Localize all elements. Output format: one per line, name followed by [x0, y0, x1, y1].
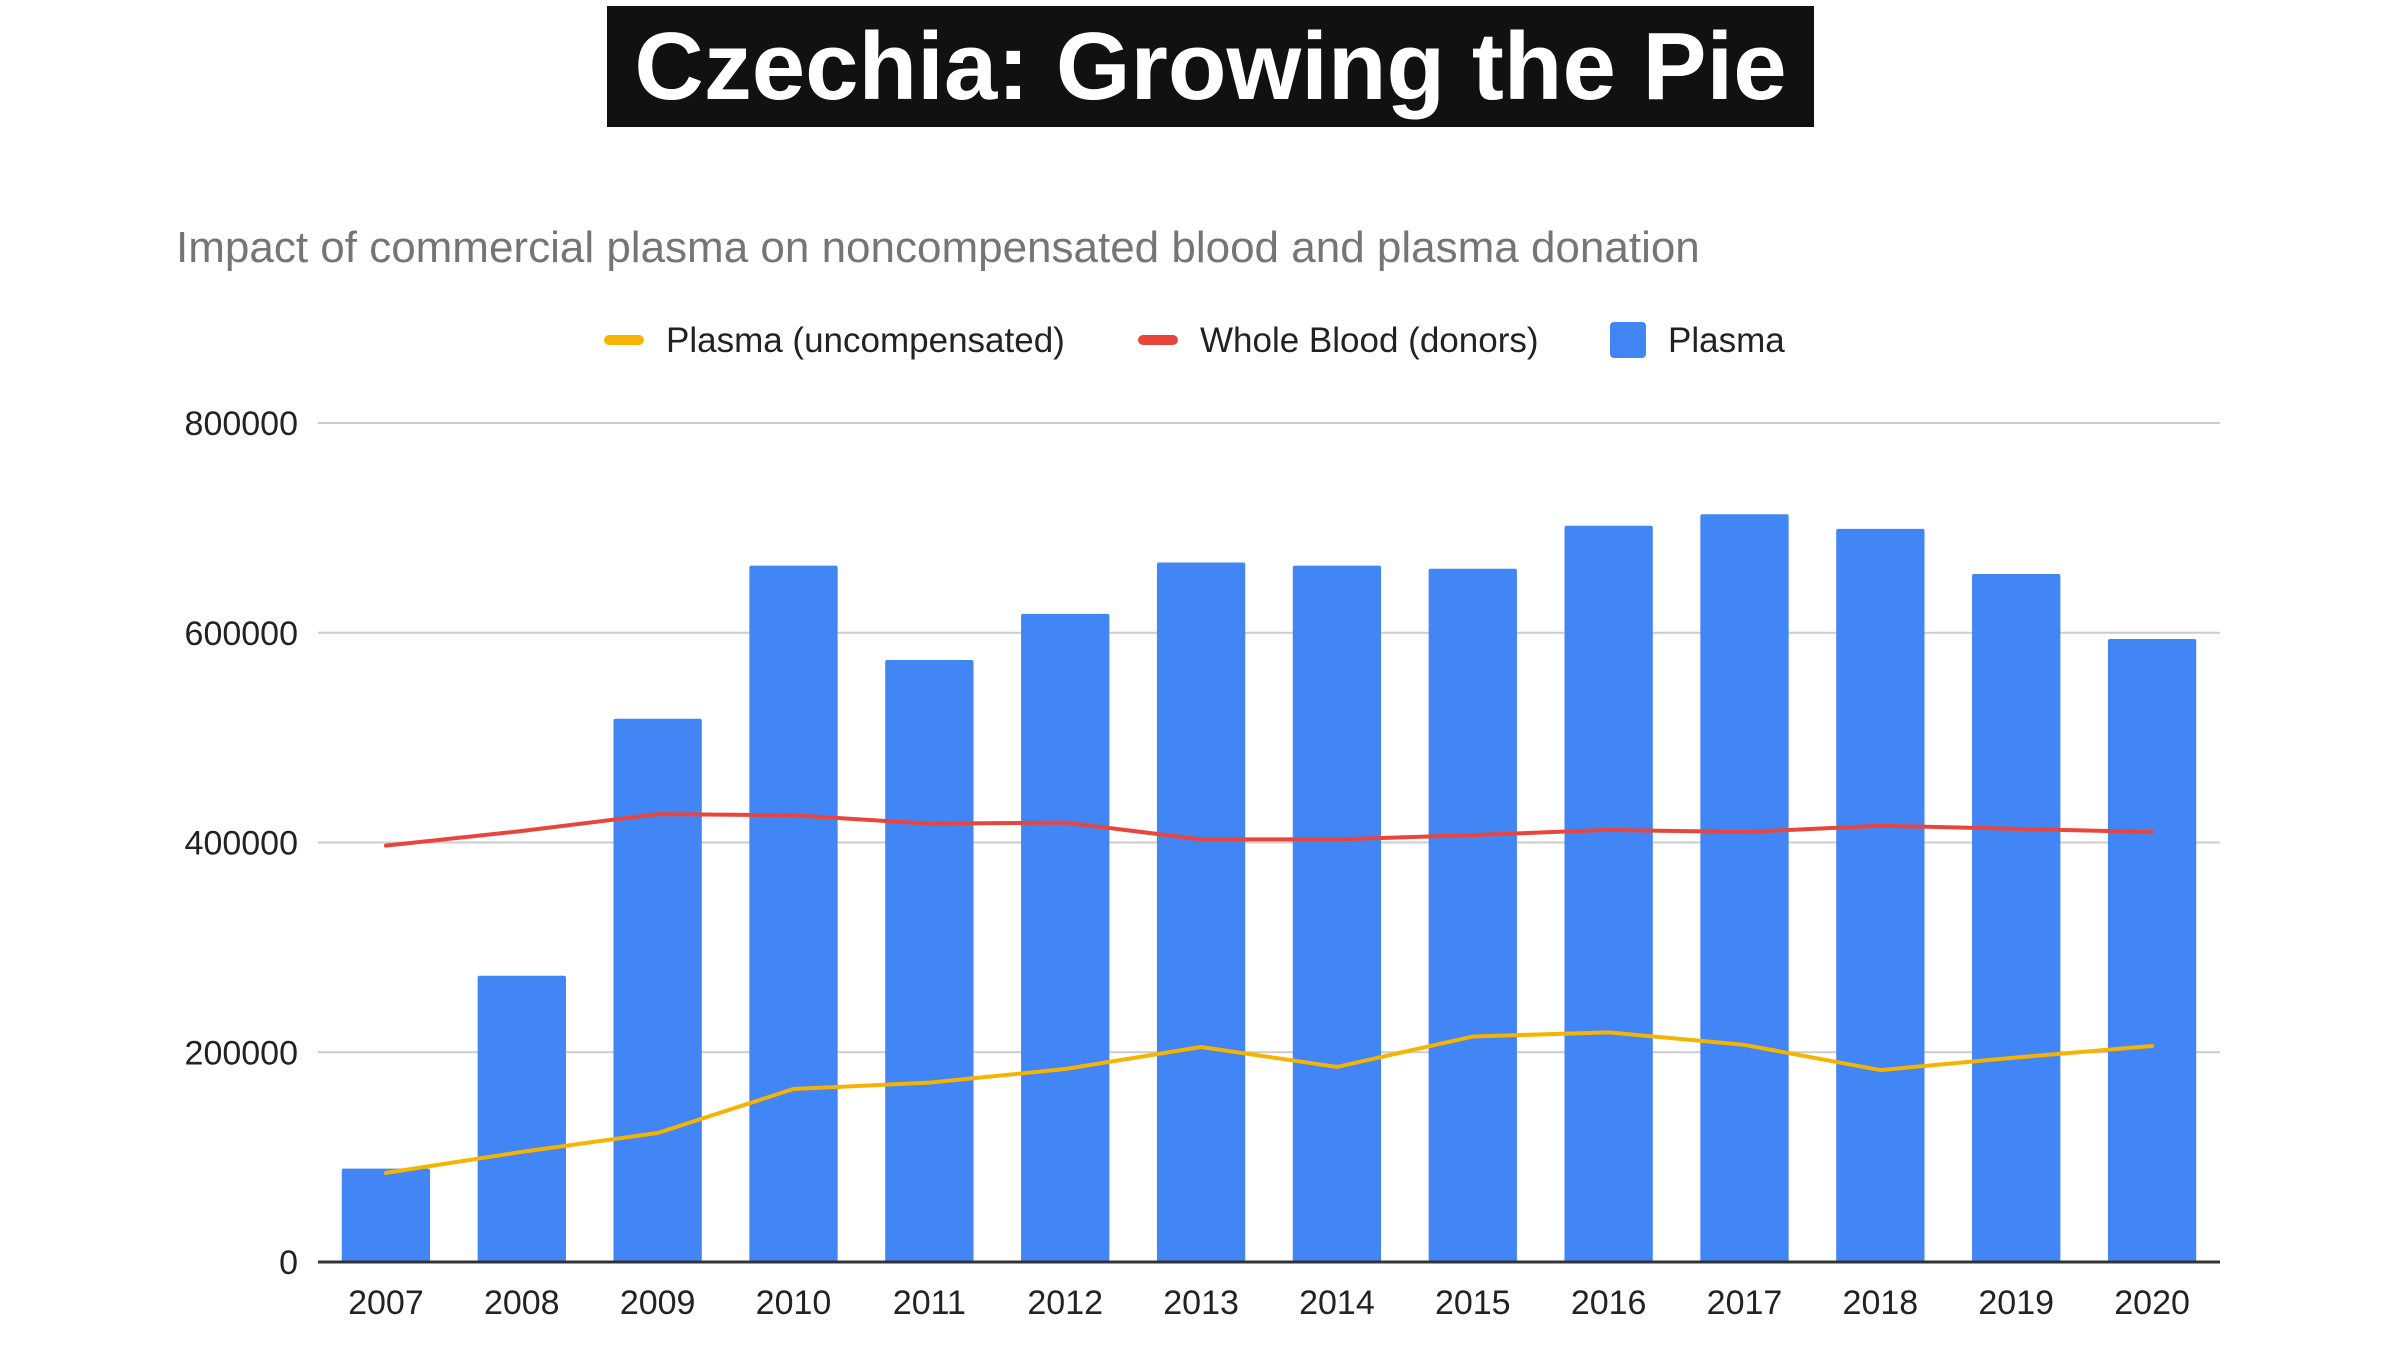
legend-swatch-plasma-uncompensated — [604, 335, 644, 345]
x-tick-label: 2013 — [1163, 1284, 1239, 1322]
bar-2018 — [1836, 528, 1925, 1262]
legend-label: Plasma (uncompensated) — [666, 321, 1065, 360]
bar-2015 — [1428, 568, 1517, 1262]
chart-title: Impact of commercial plasma on noncompen… — [176, 223, 1700, 272]
bar-2008 — [477, 975, 566, 1262]
bar-2019 — [1972, 574, 2061, 1262]
y-tick-label: 400000 — [185, 825, 298, 863]
x-tick-label: 2017 — [1707, 1284, 1783, 1322]
bar-2012 — [1021, 613, 1110, 1262]
x-tick-label: 2015 — [1435, 1284, 1511, 1322]
y-tick-label: 200000 — [185, 1034, 298, 1072]
series-line-plasma-uncompensated — [383, 1030, 2155, 1175]
legend-swatch-plasma — [1610, 322, 1646, 358]
y-axis: 0 200000 400000 600000 800000 — [185, 405, 298, 1282]
x-tick-label: 2010 — [756, 1284, 832, 1322]
chart-gridlines — [318, 422, 2220, 1054]
slide-title: Czechia: Growing the Pie — [634, 12, 1787, 120]
x-tick-label: 2007 — [348, 1284, 424, 1322]
x-axis: 2007 2008 2009 2010 2011 2012 2013 2014 2015 2016… — [318, 1260, 2220, 1322]
bar-2013 — [1156, 562, 1246, 1262]
bar-2007 — [341, 1168, 431, 1262]
x-tick-label: 2014 — [1299, 1284, 1375, 1322]
x-tick-label: 2016 — [1571, 1284, 1647, 1322]
chart-legend: Plasma (uncompensated) Whole Blood (donor… — [604, 321, 1785, 360]
chart-lines — [383, 812, 2155, 1175]
y-tick-label: 600000 — [185, 615, 298, 653]
bar-2020 — [2107, 639, 2197, 1262]
bar-2016 — [1564, 525, 1653, 1262]
chart-bars — [341, 514, 2197, 1262]
x-tick-label: 2011 — [893, 1284, 966, 1322]
bar-2014 — [1292, 565, 1382, 1262]
legend-label: Plasma — [1668, 321, 1785, 360]
x-tick-label: 2009 — [620, 1284, 696, 1322]
series-line-whole-blood-donors — [383, 812, 2155, 848]
y-tick-label: 0 — [279, 1244, 298, 1282]
x-tick-label: 2018 — [1843, 1284, 1919, 1322]
bar-2017 — [1700, 514, 1789, 1262]
bar-2011 — [885, 660, 974, 1262]
legend-swatch-whole-blood-donors — [1138, 335, 1178, 345]
x-tick-label: 2020 — [2114, 1284, 2190, 1322]
x-tick-label: 2008 — [484, 1284, 560, 1322]
y-tick-label: 800000 — [185, 405, 298, 443]
legend-label: Whole Blood (donors) — [1200, 321, 1539, 360]
x-tick-label: 2012 — [1027, 1284, 1103, 1322]
bar-2009 — [613, 718, 702, 1262]
x-tick-label: 2019 — [1978, 1284, 2054, 1322]
slide-title-bar: Czechia: Growing the Pie — [607, 6, 1814, 127]
bar-2010 — [749, 565, 838, 1262]
